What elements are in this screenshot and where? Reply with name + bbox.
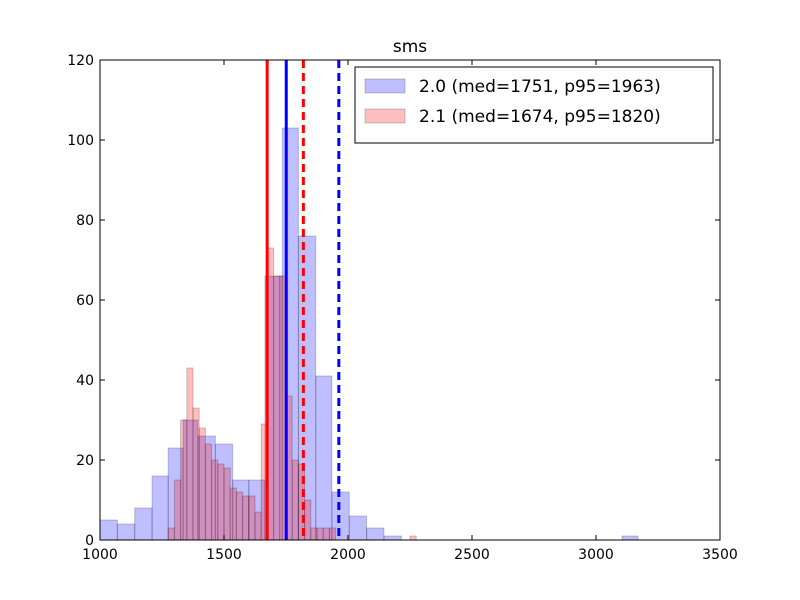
y-tick-label: 40 [76, 373, 94, 389]
bar-series1-16 [366, 527, 385, 540]
bar-series2-12 [242, 495, 250, 540]
legend-label-series2: 2.1 (med=1674, p95=1820) [419, 107, 661, 127]
bar-series1-9 [248, 479, 266, 540]
bar-series2-22 [304, 499, 312, 540]
bar-series1-6 [197, 435, 216, 540]
bar-series2-2 [180, 419, 188, 540]
bar-series2-11 [235, 491, 244, 540]
bar-series1-2 [134, 507, 153, 540]
x-tick-label: 3500 [702, 547, 738, 563]
x-tick-label: 2000 [330, 547, 366, 563]
bar-series2-8 [217, 463, 225, 540]
reference-lines-layer [265, 60, 341, 540]
bar-series1-15 [348, 515, 368, 540]
bar-series2-4 [192, 407, 200, 540]
bar-series1-0 [100, 519, 118, 540]
bar-series1-14 [331, 491, 350, 540]
bar-series2-6 [204, 443, 213, 540]
bar-series1-13 [315, 375, 333, 540]
bar-series2-17 [273, 275, 281, 540]
bar-series2-26 [328, 527, 337, 540]
bar-series2-7 [211, 459, 219, 540]
x-tick-label: 1000 [82, 547, 118, 563]
bar-series1-7 [214, 443, 234, 540]
y-tick-label: 20 [76, 453, 94, 469]
bar-series2-9 [223, 467, 231, 540]
bar-series2-23 [310, 527, 318, 540]
bars-layer [100, 127, 639, 540]
legend-swatch-series2 [364, 108, 406, 124]
y-tick-label: 120 [67, 53, 94, 69]
bar-series1-18 [621, 535, 639, 540]
chart-title: sms [393, 37, 427, 57]
legend-frame [354, 66, 714, 144]
bar-series1-5 [182, 419, 199, 540]
bar-series1-17 [383, 535, 402, 540]
bar-series2-1 [173, 479, 182, 540]
legend-swatch-series1 [364, 78, 406, 94]
bar-series1-4 [167, 447, 184, 540]
x-tick-label: 1500 [206, 547, 242, 563]
bar-series2-24 [316, 527, 324, 540]
bar-series2-25 [322, 527, 330, 540]
ticks-layer: 1000 1500 2000 2500 3000 3500 0 20 40 60 80 100 120 [67, 53, 738, 563]
y-tick-label: 60 [76, 293, 94, 309]
bar-series1-10 [264, 275, 283, 540]
bar-series2-3 [186, 367, 194, 540]
bar-series1-1 [116, 523, 136, 540]
y-tick-label: 80 [76, 213, 94, 229]
legend-label-series1: 2.0 (med=1751, p95=1963) [419, 77, 661, 97]
bar-series1-3 [151, 475, 169, 540]
legend: 2.0 (med=1751, p95=1963) 2.1 (med=1674, p… [354, 66, 714, 144]
x-tick-label: 3000 [578, 547, 614, 563]
bar-series2-5 [198, 427, 206, 540]
x-tick-label: 2500 [454, 547, 490, 563]
bar-series2-10 [229, 487, 237, 540]
bar-series2-27 [409, 535, 417, 540]
bar-series2-14 [254, 511, 262, 540]
bar-series2-20 [291, 459, 299, 540]
bar-series1-8 [232, 479, 250, 540]
y-tick-label: 0 [85, 533, 94, 549]
bar-series2-0 [167, 527, 175, 540]
y-tick-label: 100 [67, 133, 94, 149]
bar-series2-13 [248, 495, 256, 540]
